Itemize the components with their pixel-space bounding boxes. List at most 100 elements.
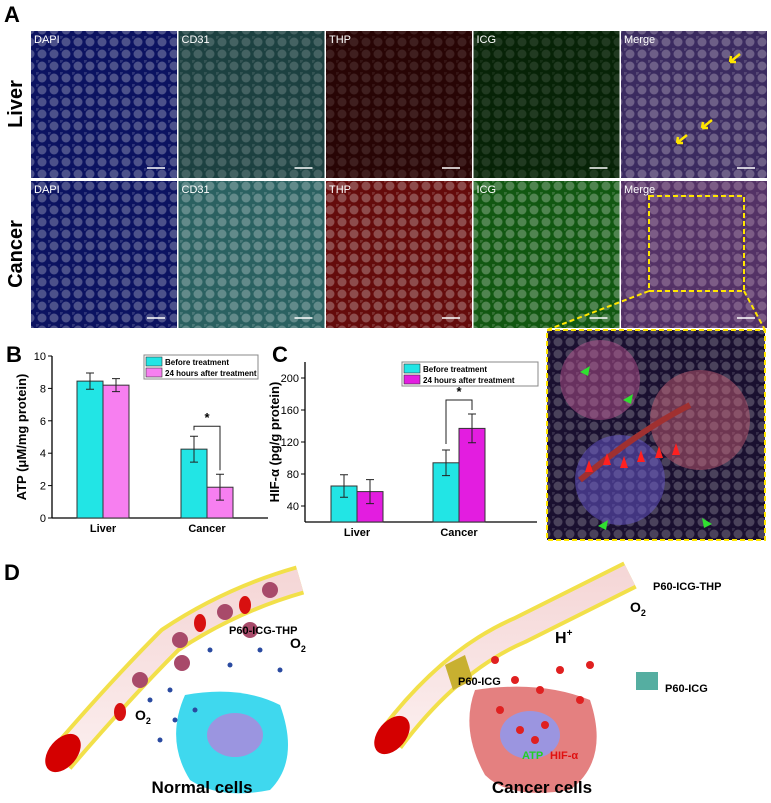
channel-label: Merge	[624, 34, 655, 46]
micrograph-texture	[178, 181, 325, 328]
y-tick-label: 8	[40, 383, 46, 395]
merge-overlay	[621, 31, 767, 178]
error-bar	[366, 479, 374, 505]
y-tick-label: 200	[281, 373, 299, 385]
significance-marker: *	[204, 410, 210, 425]
legend: Before treatment 24 hours after treatment	[401, 361, 539, 387]
label-proton: H+	[555, 628, 573, 647]
channel-label: ICG	[477, 34, 497, 46]
chart-atp: 0 2 4 6 8 10 ATP (μM/mg protein) Liver Cancer * Be…	[14, 351, 268, 535]
row-label-cancer: Cancer	[5, 220, 27, 288]
label-p60-icg-right: P60-ICG	[665, 683, 708, 695]
y-axis-label: ATP (μM/mg protein)	[14, 374, 29, 501]
p60-icg-nanoparticle	[636, 672, 658, 690]
micrograph-texture	[473, 31, 620, 178]
label-o2-cancer: O2	[630, 599, 646, 618]
micrograph-texture	[621, 181, 767, 328]
legend-swatch	[403, 374, 421, 385]
zoom-connector-left	[546, 290, 650, 331]
micrograph-cancer-thp: THP	[326, 181, 472, 328]
micrograph-texture	[178, 31, 325, 178]
micrograph-cancer-cd31: CD31	[178, 181, 325, 328]
normal-cells-schematic: P60-ICG-THP O2 O2 Normal cells	[45, 565, 306, 797]
micrograph-texture	[326, 181, 472, 328]
yellow-arrow	[700, 119, 713, 130]
y-tick-label: 10	[34, 351, 46, 363]
cancer-cells-schematic: P60-ICG-THP P60-ICG P60-ICG O2 H+ ATP HI…	[374, 561, 721, 797]
legend-swatch	[145, 356, 163, 367]
legend-label: 24 hours after treatment	[165, 369, 257, 378]
panel-label-c: C	[272, 342, 288, 367]
zoom-connector-right	[743, 290, 766, 331]
y-tick-label: 80	[287, 469, 299, 481]
label-p60-icg-thp-cancer: P60-ICG-THP	[653, 581, 721, 593]
y-axis-label: HIF-α (pg/g protein)	[267, 382, 282, 503]
vessel-end	[374, 715, 410, 755]
micrograph-liver-thp: THP	[326, 31, 472, 178]
blockage	[445, 655, 473, 690]
legend-box	[401, 361, 539, 387]
significance-marker: *	[456, 384, 462, 399]
label-atp-down: ATP	[522, 750, 543, 762]
legend-label: Before treatment	[423, 365, 487, 374]
channel-label: CD31	[182, 184, 210, 196]
panel-label-a: A	[4, 2, 20, 27]
micrograph-texture	[326, 31, 472, 178]
channel-label: CD31	[182, 34, 210, 46]
label-o2-normal-left: O2	[135, 707, 151, 726]
micrograph-texture	[473, 181, 620, 328]
merge-overlay	[621, 181, 767, 328]
bar-liver-1	[102, 384, 130, 519]
vessel-lumen	[381, 565, 635, 747]
x-tick-label: Cancer	[188, 523, 226, 535]
zoom-region-box	[648, 195, 745, 292]
micrograph-cancer-merge: Merge	[621, 181, 767, 328]
error-bar	[112, 378, 120, 393]
channel-label: THP	[329, 34, 351, 46]
nucleus	[207, 713, 263, 757]
channel-label: DAPI	[34, 184, 60, 196]
x-tick-label: Liver	[344, 527, 371, 539]
row-label-liver: Liver	[5, 80, 27, 128]
panel-label-d: D	[4, 560, 20, 585]
y-tick-label: 4	[40, 448, 46, 460]
bar-cancer-0	[432, 462, 460, 523]
significance-bracket	[193, 425, 221, 471]
vessel-lumen	[51, 569, 304, 768]
error-bar	[442, 449, 450, 477]
channel-label: ICG	[477, 184, 497, 196]
y-tick-label: 120	[281, 437, 299, 449]
label-o2-normal-right: O2	[290, 635, 306, 654]
micrograph-cancer-icg: ICG	[473, 181, 620, 328]
micrograph-liver-icg: ICG	[473, 31, 620, 178]
legend-label: 24 hours after treatment	[423, 376, 515, 385]
caption-normal-cells: Normal cells	[151, 778, 252, 797]
y-tick-label: 40	[287, 501, 299, 513]
y-tick-label: 2	[40, 481, 46, 493]
channel-label: DAPI	[34, 34, 60, 46]
green-arrows	[580, 366, 712, 530]
legend-box	[143, 354, 259, 380]
error-bar	[86, 372, 94, 390]
legend: Before treatment 24 hours after treatment	[143, 354, 259, 380]
channel-label: Merge	[624, 184, 655, 196]
error-bar	[216, 473, 224, 501]
error-bar	[190, 435, 198, 463]
zoom-inset-image	[546, 329, 766, 541]
label-p60-icg-left: P60-ICG	[458, 676, 501, 688]
micrograph-grid: DAPI CD31 THP ICG Merge DAPI CD31 THP ICG Merge	[31, 31, 767, 328]
y-tick-label: 160	[281, 405, 299, 417]
label-p60-icg-thp-normal: P60-ICG-THP	[229, 625, 297, 637]
error-bar	[468, 413, 476, 444]
legend-swatch	[145, 367, 163, 378]
red-arrows	[585, 443, 680, 472]
micrograph-texture	[621, 31, 767, 178]
micrograph-texture	[31, 31, 177, 178]
x-tick-label: Cancer	[440, 527, 478, 539]
panel-label-b: B	[6, 342, 22, 367]
bar-cancer-1	[458, 427, 486, 523]
micrograph-liver-merge: Merge	[621, 31, 767, 178]
